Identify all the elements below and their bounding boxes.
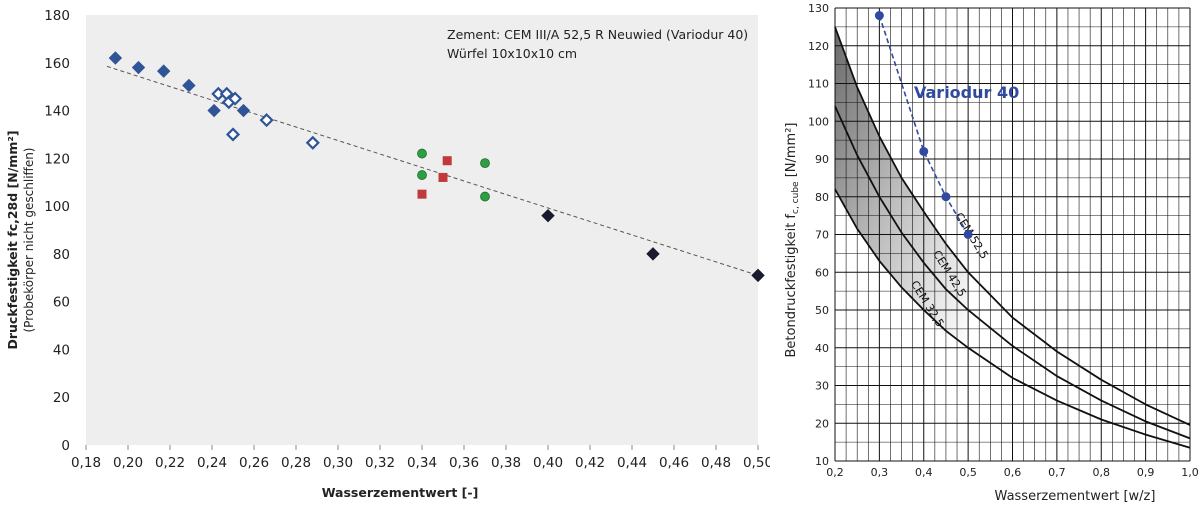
data-point-diamond [646,247,660,261]
y-tick-label-2: 80 [815,191,829,204]
y-axis-label-2-sub: c, cube [791,181,801,214]
x-tick-label-2: 0,3 [871,466,889,479]
x-tick-label-1: 0,32 [365,455,395,471]
left-chart-svg: 0,18 0,20 0,22 0,24 0,26 0,28 0,30 0,32 0,34 0,36… [5,8,773,500]
data-point-circle [480,191,490,202]
x-tick-label-2: 0,7 [1048,466,1066,479]
y-tick-label-2: 70 [815,229,829,242]
x-tick-label-2: 0,5 [959,466,977,479]
x-tick-label-2: 0,4 [915,466,933,479]
x-tick-label-1: 0,22 [155,455,185,471]
y-tick-label-2: 30 [815,380,829,393]
y-tick-label-2: 90 [815,153,829,166]
x-tick-label-2: 0,9 [1137,466,1155,479]
x-tick-label-1: 0,42 [575,455,605,471]
x-tick-label-1: 0,40 [533,455,563,471]
x-tick-label-1: 0,46 [659,455,689,471]
x-tick-label-1: 0,30 [323,455,353,471]
strength-curve [834,105,1191,440]
y-tick-label-1: 140 [44,104,70,120]
y-tick-label-2: 10 [815,455,829,468]
x-tick-label-1: 0,26 [239,455,269,471]
data-point-square [438,172,448,182]
data-point-open-diamond [228,91,243,106]
plot-area-1 [86,15,758,445]
x-tick-label-1: 0,18 [71,455,101,471]
data-point-diamond [156,64,171,78]
variodur-point [919,146,929,156]
y-axis-label-2: Betondruckfestigkeit fc, cube [N/mm²] [784,122,801,357]
y-tick-label-1: 160 [44,56,70,72]
y-tick-label-1: 120 [44,151,70,167]
data-point-diamond [751,268,765,283]
variodur-point [941,192,951,202]
data-point-diamond [236,103,251,118]
y-tick-label-2: 20 [815,417,829,430]
y-axis-label-2-main: Betondruckfestigkeit f [784,214,799,358]
data-point-diamond [108,51,123,65]
x-axis-label-1: Wasserzementwert [-] [322,485,479,500]
data-point-circle [417,170,427,180]
y-tick-label-1: 80 [53,247,70,263]
y-tick-label-2: 60 [815,266,829,279]
y-tick-label-1: 180 [44,8,70,24]
data-point-open-diamond [305,135,320,150]
x-tick-label-1: 0,28 [281,455,311,471]
variodur-point [963,230,973,239]
y-tick-label-1: 0 [61,438,70,454]
y-tick-label-2: 120 [808,40,829,53]
x-axis-label-2: Wasserzementwert [w/z] [995,489,1156,504]
x-tick-label-2: 0,6 [1004,466,1022,479]
annotation-cube: Würfel 10x10x10 cm [447,46,577,61]
y-tick-label-2: 100 [808,115,829,128]
right-curve-chart: 0,2 0,3 0,4 0,5 0,6 0,7 0,8 0,9 1,0 10 20 30 40 50 60 7… [775,0,1200,508]
y-axis-label-2-unit: [N/mm²] [784,122,799,181]
variodur-point [874,11,884,21]
x-tick-label-2: 0,8 [1093,466,1111,479]
y-tick-label-1: 100 [44,199,70,215]
data-point-diamond [541,208,555,223]
y-tick-label-2: 50 [815,304,829,317]
data-point-open-diamond [225,127,241,142]
x-tick-label-1: 0,44 [617,455,647,471]
right-chart-svg: 0,2 0,3 0,4 0,5 0,6 0,7 0,8 0,9 1,0 10 20 30 40 50 60 7… [784,2,1199,504]
x-tick-label-2: 0,2 [826,466,844,479]
trendline [106,65,759,276]
x-tick-label-1: 0,20 [113,455,143,471]
x-tick-label-1: 0,36 [449,455,479,471]
data-point-diamond [182,78,196,93]
y-tick-label-2: 110 [808,78,829,91]
y-axis-sublabel-1: (Probekörper nicht geschliffen) [22,148,36,333]
strength-curve [834,26,1191,426]
strength-curve [834,188,1191,449]
data-point-diamond [131,60,146,75]
y-tick-label-1: 20 [53,390,70,406]
variodur-label: Variodur 40 [914,83,1019,102]
x-tick-label-1: 0,50 [743,455,770,471]
data-point-circle [480,158,490,169]
x-tick-label-1: 0,38 [491,455,521,471]
annotation-cement: Zement: CEM III/A 52,5 R Neuwied (Variod… [447,27,748,42]
x-tick-label-1: 0,34 [407,455,437,471]
x-tick-label-2: 1,0 [1181,466,1199,479]
data-point-diamond [207,103,221,118]
x-tick-label-1: 0,48 [701,455,731,471]
y-tick-label-1: 60 [53,295,70,311]
x-tick-label-1: 0,24 [197,455,227,471]
left-scatter-chart: 0,18 0,20 0,22 0,24 0,26 0,28 0,30 0,32 0,34 0,36… [5,8,773,500]
y-tick-label-2: 40 [815,342,829,355]
y-tick-label-2: 130 [808,2,829,15]
variodur-line [878,15,969,235]
y-axis-label-1: Druckfestigkeit fc,28d [N/mm²] [5,130,20,349]
data-point-open-diamond [259,113,274,128]
y-tick-label-1: 40 [53,342,70,358]
data-point-square [417,189,427,199]
data-point-square [442,156,452,166]
data-point-circle [417,148,427,159]
